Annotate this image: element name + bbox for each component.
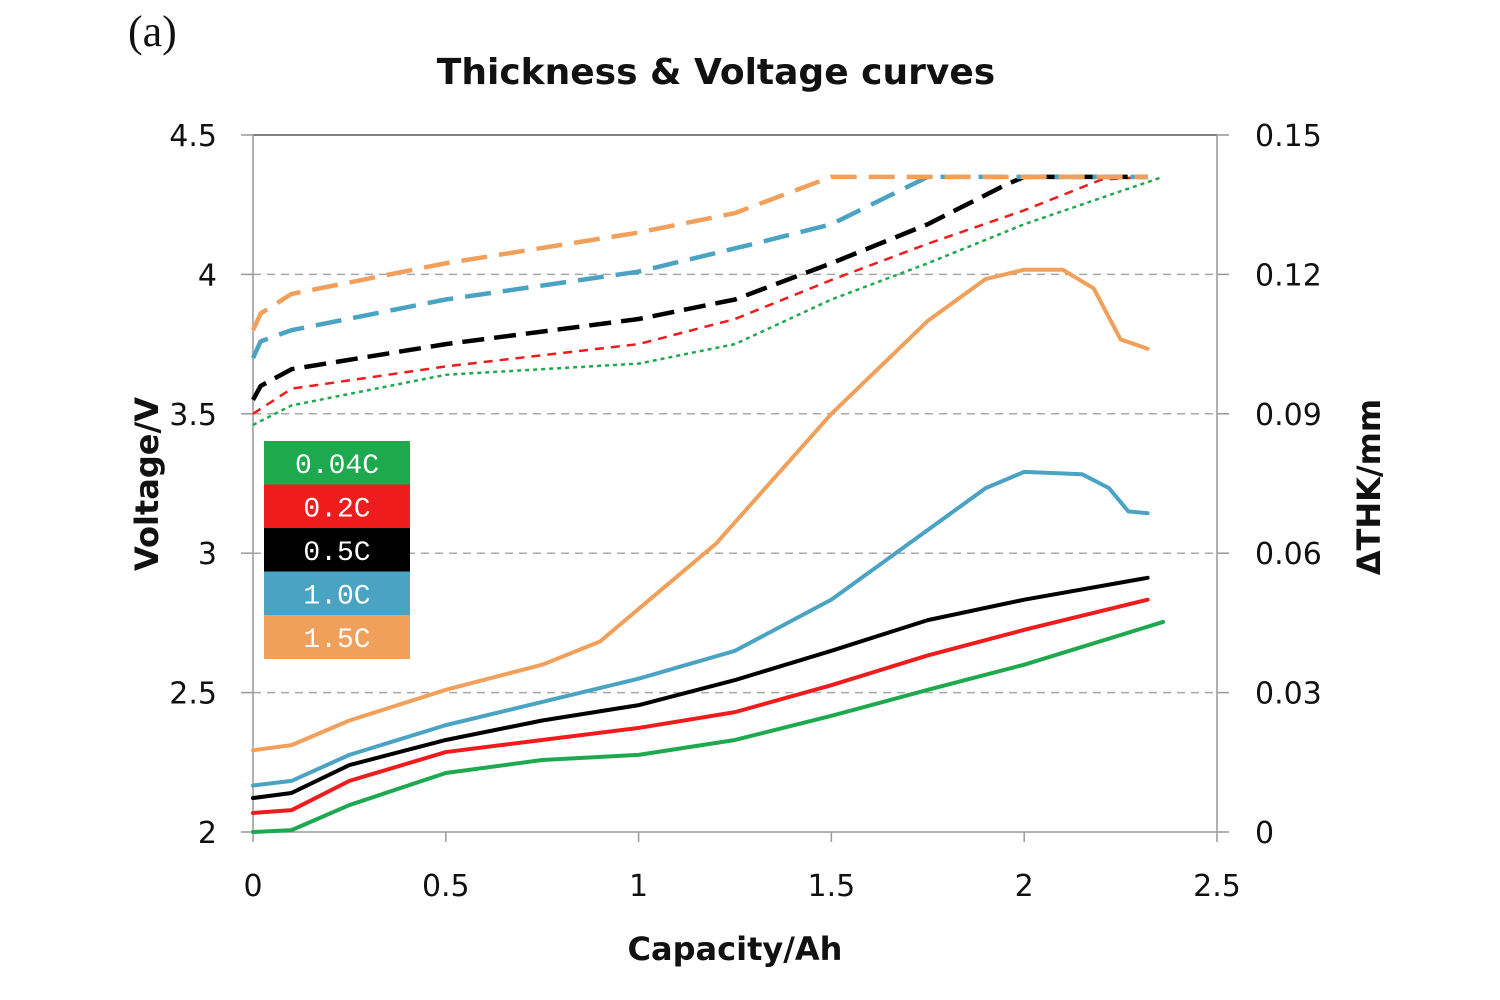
voltage-line-0_04C (252, 175, 1164, 427)
x-tick-label: 2 (1015, 869, 1034, 904)
chart-title: Thickness & Voltage curves (437, 52, 995, 93)
y2-axis-label: ΔTHK/mm (1350, 399, 1388, 576)
series-lines (250, 174, 1166, 834)
voltage-line-1_0C (250, 174, 1148, 359)
legend-swatch (264, 571, 410, 616)
x-tick-label: 0 (243, 869, 262, 904)
thickness-line-0_2C (251, 597, 1150, 815)
y-tick-label: 4.5 (169, 119, 217, 154)
y2-tick-label: 0.03 (1255, 677, 1322, 712)
legend-label: 0.2C (303, 495, 370, 526)
legend-swatch (264, 528, 410, 572)
voltage-line-0_5C (251, 174, 1148, 401)
y-tick-label: 3.5 (169, 398, 217, 433)
voltage-line-1_5C (250, 174, 1148, 332)
y-tick-label: 2 (198, 816, 217, 851)
x-tick-label: 1.5 (808, 869, 856, 904)
voltage-line-0_2C (252, 175, 1148, 415)
thickness-line-0_5C (251, 575, 1150, 801)
y-tick-label: 2.5 (169, 677, 217, 712)
x-tick-label: 1 (629, 869, 648, 904)
tick-labels: 2 2.5 3 3.5 4 4.5 0 0.03 0.06 0.09 0.12 0.15 0 0.5 1 1.… (169, 119, 1322, 904)
legend-label: 1.5C (303, 625, 370, 656)
y2-tick-label: 0.12 (1255, 258, 1322, 293)
gridlines (253, 273, 1217, 694)
legend-swatch (264, 615, 410, 659)
y2-tick-label: 0 (1255, 816, 1274, 851)
y-tick-label: 4 (198, 258, 217, 293)
thickness-line-0_04C (251, 619, 1166, 834)
legend-label: 1.0C (303, 582, 370, 613)
x-tick-label: 2.5 (1193, 869, 1241, 904)
y2-tick-label: 0.09 (1255, 398, 1322, 433)
legend: 0.04C 0.2C 0.5C 1.0C 1.5C (264, 441, 410, 659)
y2-tick-label: 0.06 (1255, 537, 1322, 572)
y-axis-label: Voltage/V (128, 397, 166, 571)
legend-label: 0.04C (295, 451, 379, 482)
thickness-line-1_5C (251, 267, 1150, 753)
legend-swatch (264, 484, 410, 529)
panel-label: (a) (128, 7, 177, 56)
axes (241, 134, 1229, 842)
legend-swatch (264, 441, 410, 485)
x-tick-label: 0.5 (422, 869, 470, 904)
y-tick-label: 3 (198, 537, 217, 572)
y2-tick-label: 0.15 (1255, 119, 1322, 154)
legend-label: 0.5C (303, 538, 370, 569)
thickness-line-1_0C (251, 469, 1150, 788)
x-axis-label: Capacity/Ah (628, 930, 843, 968)
